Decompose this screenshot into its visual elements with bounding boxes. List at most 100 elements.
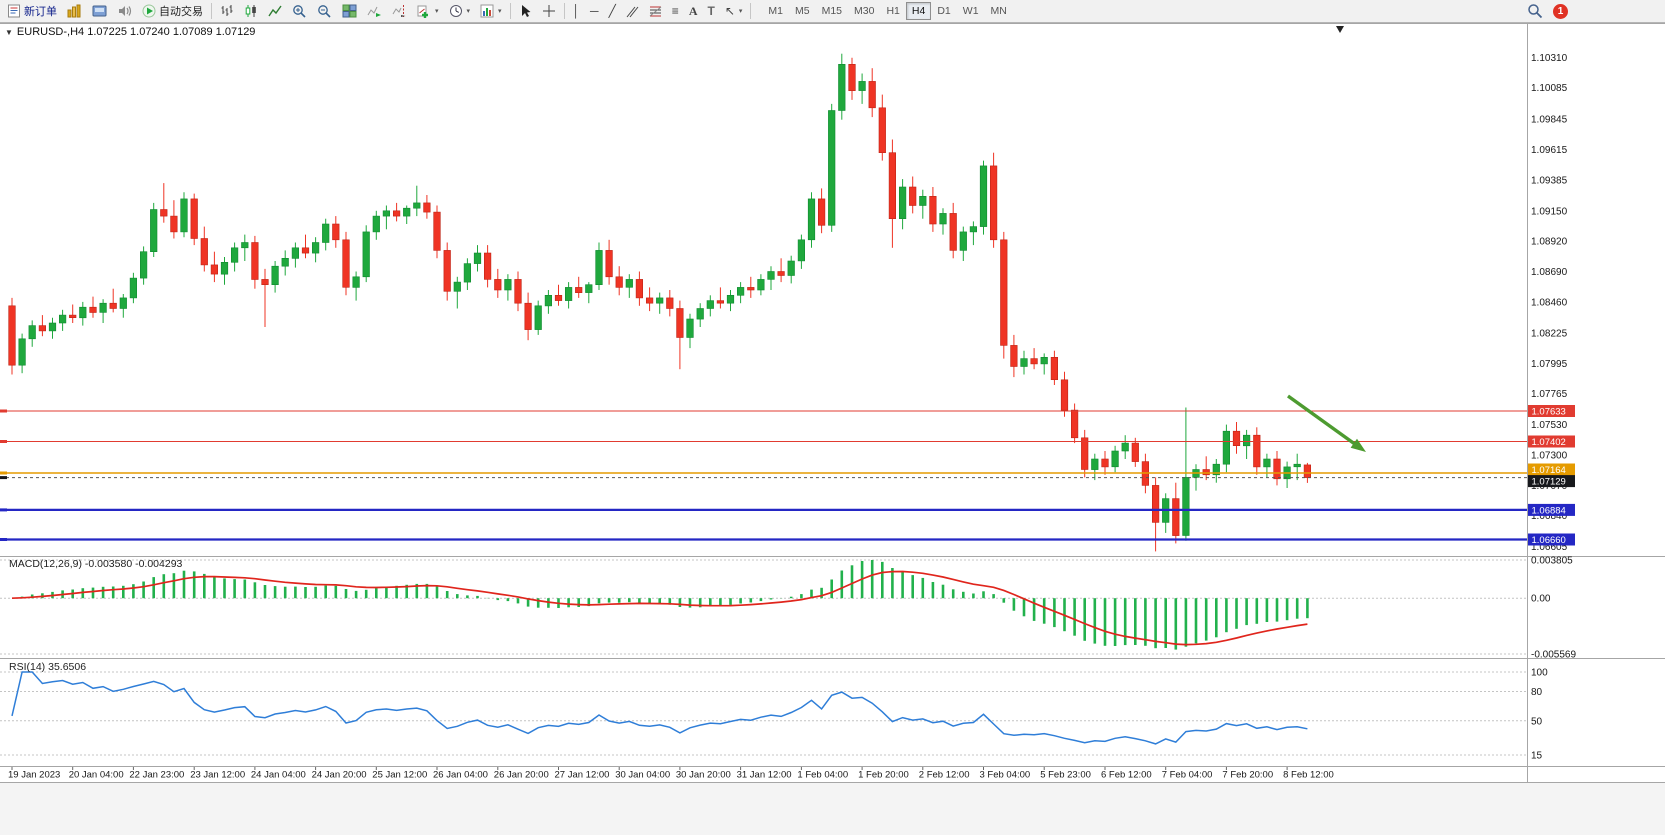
trend-arrow-annotation[interactable] bbox=[1287, 394, 1366, 452]
profiles-button[interactable] bbox=[87, 1, 112, 21]
timeframe-d1[interactable]: D1 bbox=[931, 2, 956, 20]
macd-label-row: MACD(12,26,9) -0.003580 -0.004293 bbox=[9, 558, 182, 570]
pitchfork-button[interactable]: ≡ bbox=[667, 1, 684, 21]
macd-signal-value: -0.004293 bbox=[135, 558, 183, 570]
svg-text:0.003805: 0.003805 bbox=[1531, 556, 1573, 567]
equidistant-channel-icon bbox=[626, 6, 639, 17]
timeframe-m1[interactable]: M1 bbox=[762, 2, 789, 20]
candles-layer bbox=[8, 53, 1311, 552]
fibonacci-button[interactable] bbox=[644, 1, 667, 21]
price-badge: 1.07164 bbox=[1528, 463, 1575, 476]
zoom-in-icon bbox=[293, 4, 306, 18]
zoom-out-button[interactable] bbox=[312, 1, 337, 21]
dropdown-caret: ▾ bbox=[498, 8, 502, 15]
zoom-in-button[interactable] bbox=[287, 1, 312, 21]
search-icon[interactable] bbox=[1527, 3, 1543, 19]
time-axis[interactable]: 19 Jan 2023 20 Jan 04:00 22 Jan 23:00 23 Ja… bbox=[8, 767, 1334, 781]
timeframe-m15[interactable]: M15 bbox=[816, 2, 848, 20]
auto-trading-button[interactable]: 自动交易 bbox=[137, 1, 208, 21]
new-order-label: 新订单 bbox=[24, 6, 57, 18]
svg-text:1.08225: 1.08225 bbox=[1531, 328, 1568, 339]
svg-text:19 Jan 2023: 19 Jan 2023 bbox=[8, 770, 60, 781]
price-badge: 1.06884 bbox=[1528, 503, 1575, 516]
svg-text:24 Jan 04:00: 24 Jan 04:00 bbox=[251, 770, 306, 781]
tile-windows-button[interactable] bbox=[337, 1, 362, 21]
svg-text:1.09615: 1.09615 bbox=[1531, 145, 1568, 156]
bar-chart-button[interactable] bbox=[215, 1, 239, 21]
svg-text:1.09150: 1.09150 bbox=[1531, 206, 1568, 217]
rsi-name: RSI(14) bbox=[9, 661, 46, 673]
svg-text:8 Feb 12:00: 8 Feb 12:00 bbox=[1283, 770, 1334, 781]
timeframe-mn[interactable]: MN bbox=[985, 2, 1013, 20]
crosshair-icon bbox=[542, 5, 555, 17]
add-indicator-button[interactable]: ▾ bbox=[412, 1, 444, 21]
svg-text:1.07129: 1.07129 bbox=[1532, 477, 1566, 488]
alerts-button[interactable] bbox=[112, 1, 137, 21]
timeframe-m30[interactable]: M30 bbox=[848, 2, 880, 20]
svg-text:100: 100 bbox=[1531, 668, 1548, 679]
auto-scroll-button[interactable] bbox=[362, 1, 387, 21]
timeframe-h4[interactable]: H4 bbox=[905, 2, 932, 20]
svg-text:1.06884: 1.06884 bbox=[1532, 505, 1566, 516]
svg-text:26 Jan 04:00: 26 Jan 04:00 bbox=[433, 770, 488, 781]
text-icon: A bbox=[688, 4, 698, 18]
svg-text:1.07300: 1.07300 bbox=[1531, 451, 1568, 462]
timeframe-w1[interactable]: W1 bbox=[957, 2, 985, 20]
crosshair-button[interactable] bbox=[537, 1, 561, 21]
periods-clock-icon bbox=[449, 5, 462, 17]
rsi-line bbox=[11, 671, 1308, 745]
alerts-icon bbox=[119, 6, 132, 16]
symbols-button[interactable] bbox=[62, 1, 87, 21]
text-button[interactable]: A bbox=[684, 1, 703, 21]
dropdown-caret: ▾ bbox=[466, 8, 471, 15]
text-label-button[interactable]: T bbox=[702, 1, 719, 21]
svg-text:7 Feb 04:00: 7 Feb 04:00 bbox=[1162, 770, 1213, 781]
svg-text:6 Feb 12:00: 6 Feb 12:00 bbox=[1101, 770, 1152, 781]
rsi-panel[interactable]: 100 80 50 15 bbox=[0, 668, 1548, 762]
toolbar-separator bbox=[211, 3, 212, 19]
chart-title-row: ▼ EURUSD-,H4 1.07225 1.07240 1.07089 1.07… bbox=[5, 26, 255, 38]
macd-signal-line bbox=[11, 570, 1308, 646]
template-button[interactable]: ▾ bbox=[475, 1, 507, 21]
chart-shift-button[interactable] bbox=[387, 1, 412, 21]
svg-text:1.06840: 1.06840 bbox=[1531, 511, 1568, 522]
price-badge: 1.06660 bbox=[1528, 533, 1575, 546]
line-chart-button[interactable] bbox=[263, 1, 287, 21]
price-badge: 1.07633 bbox=[1528, 405, 1575, 418]
toolbar-separator bbox=[509, 3, 511, 19]
trendline-button[interactable]: ╱ bbox=[604, 1, 621, 21]
vertical-line-button[interactable]: │ bbox=[568, 1, 586, 21]
candlestick-chart-button[interactable] bbox=[239, 1, 263, 21]
collapse-chart-icon[interactable]: ▼ bbox=[5, 28, 13, 37]
periods-button[interactable]: ▾ bbox=[444, 1, 476, 21]
horizontal-line-button[interactable]: ─ bbox=[585, 1, 604, 21]
toolbar-separator bbox=[563, 3, 565, 19]
svg-text:1.07164: 1.07164 bbox=[1532, 465, 1566, 476]
rsi-label-row: RSI(14) 35.6506 bbox=[9, 661, 86, 673]
new-order-icon bbox=[8, 4, 20, 18]
svg-text:1.06605: 1.06605 bbox=[1531, 542, 1568, 553]
svg-text:5 Feb 23:00: 5 Feb 23:00 bbox=[1040, 770, 1091, 781]
svg-text:1.07765: 1.07765 bbox=[1531, 389, 1568, 400]
timeframe-h1[interactable]: H1 bbox=[880, 2, 905, 20]
svg-text:26 Jan 20:00: 26 Jan 20:00 bbox=[494, 770, 549, 781]
macd-panel[interactable]: 0.003805 0.00 -0.005569 bbox=[0, 556, 1576, 661]
trendline-icon: ╱ bbox=[608, 4, 616, 18]
bar-chart-icon bbox=[221, 5, 233, 16]
svg-text:0.00: 0.00 bbox=[1531, 594, 1551, 605]
toolbar-right-group: 1 bbox=[1527, 3, 1568, 19]
shift-end-marker[interactable] bbox=[1336, 26, 1344, 33]
zoom-out-icon bbox=[318, 4, 331, 18]
shapes-button[interactable]: ↖ ▾ bbox=[720, 1, 748, 21]
svg-text:1.08460: 1.08460 bbox=[1531, 297, 1568, 308]
timeframe-m5[interactable]: M5 bbox=[789, 2, 816, 20]
channel-button[interactable] bbox=[621, 1, 644, 21]
macd-name: MACD(12,26,9) bbox=[9, 558, 82, 570]
new-order-button[interactable]: 新订单 bbox=[2, 1, 62, 21]
cursor-button[interactable] bbox=[514, 1, 537, 21]
svg-text:1.07530: 1.07530 bbox=[1531, 420, 1568, 431]
svg-text:1.09385: 1.09385 bbox=[1531, 175, 1568, 186]
notification-badge[interactable]: 1 bbox=[1553, 3, 1568, 19]
